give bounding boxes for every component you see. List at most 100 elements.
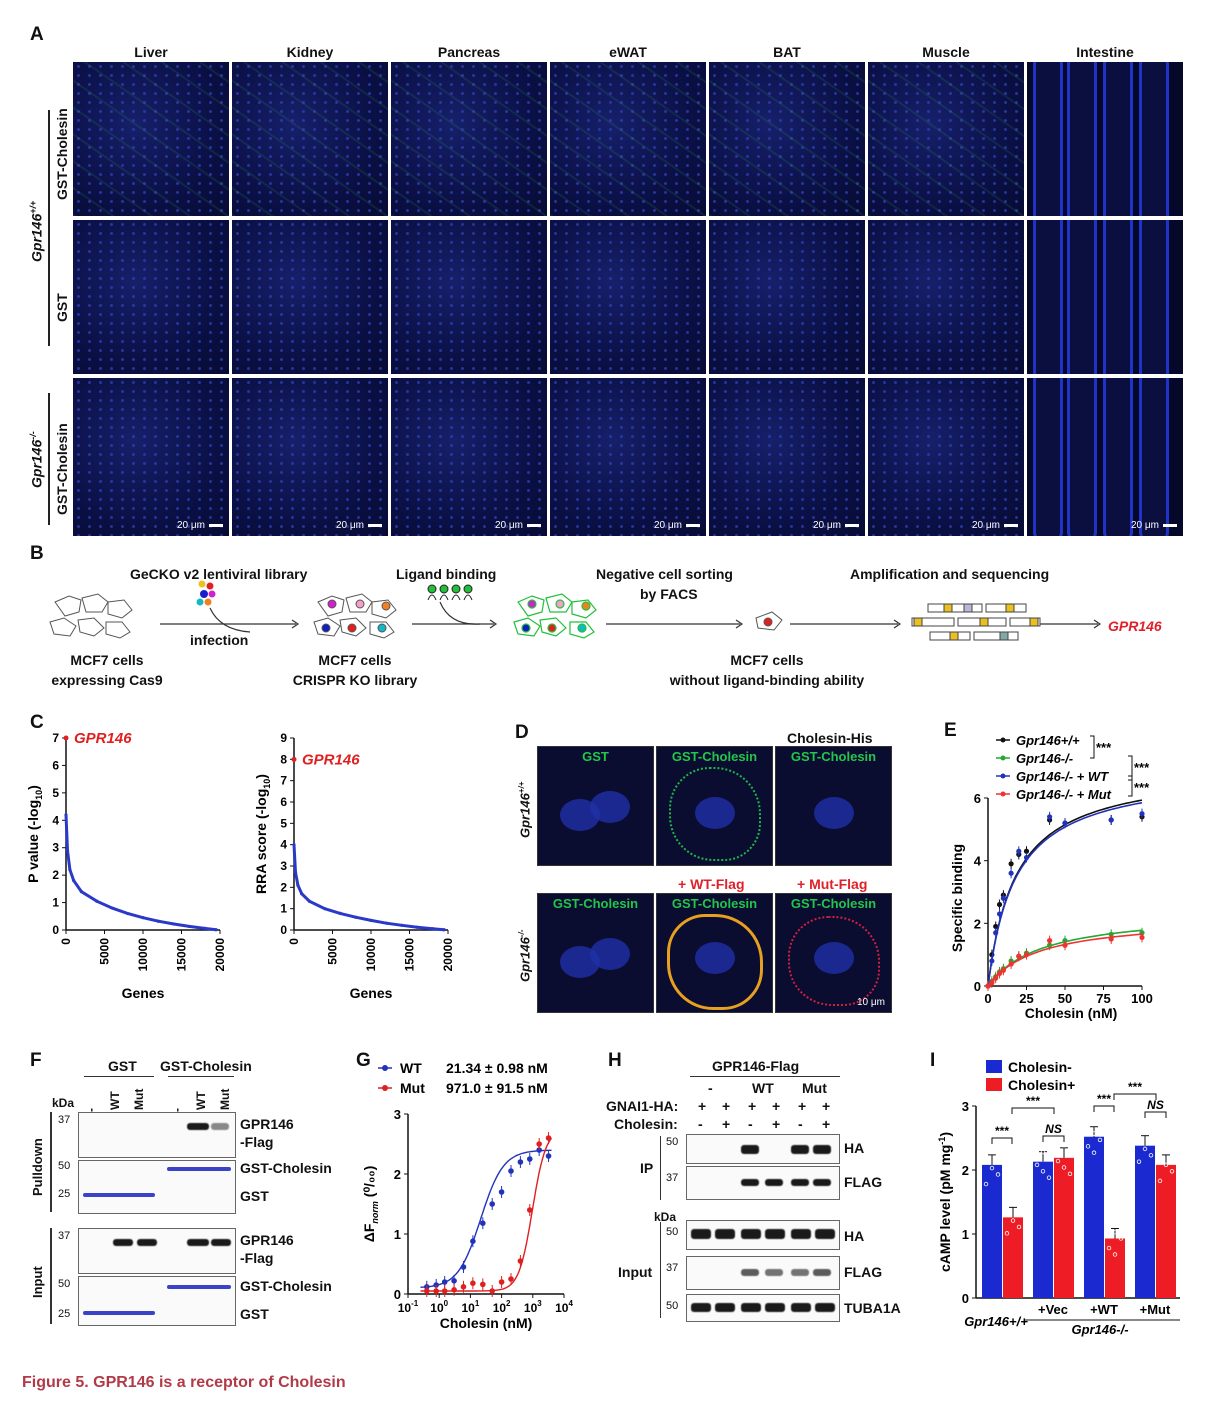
micrograph-tile: 20 μm: [73, 378, 229, 536]
significance-label: NS: [1045, 1122, 1062, 1136]
data-point: [1139, 935, 1144, 940]
y-tick-label: 1: [52, 896, 59, 910]
if-image: GST-Cholesin: [656, 746, 773, 866]
data-point: [215, 928, 218, 931]
nuclei-texture: [232, 378, 388, 536]
replicate-dot: [1170, 1150, 1174, 1154]
data-point: [1062, 943, 1067, 948]
h-group: WT: [752, 1080, 774, 1096]
scale-bar: 20 μm: [336, 520, 382, 531]
y-tick-label: 1: [394, 1227, 401, 1242]
y-tick-label: 2: [394, 1167, 401, 1182]
legend-label: Gpr146-/- + Mut: [1016, 787, 1112, 802]
h-band: FLAG: [844, 1174, 882, 1190]
micrograph-tile: [868, 220, 1024, 374]
data-point: [416, 926, 419, 929]
nuclei-texture: [232, 62, 388, 216]
y-tick-label: 6: [974, 791, 981, 806]
significance-label: ***: [1026, 1094, 1040, 1108]
figure-caption: Figure 5. GPR146 is a receptor of Choles…: [22, 1374, 346, 1392]
legend-marker: [1001, 756, 1006, 761]
data-point: [442, 1288, 448, 1294]
replicate-dot: [1068, 1150, 1072, 1154]
sequencing-reads-icon: [912, 604, 1040, 640]
villus-shape: [1139, 378, 1169, 536]
h-marker: 50: [666, 1226, 678, 1238]
data-point: [172, 922, 175, 925]
chart-g-mst: 012310-1100101102103104Cholesin (nM)ΔFno…: [352, 1050, 586, 1340]
y-tick-label: 7: [52, 731, 59, 745]
significance-label: ***: [1096, 740, 1112, 755]
micrograph-tile: [391, 62, 547, 216]
library-dots-icon: [197, 581, 216, 606]
h-ip: IP: [640, 1160, 653, 1176]
data-point: [546, 1153, 552, 1159]
data-point: [997, 902, 1002, 907]
data-point: [499, 1279, 505, 1285]
bar: [1135, 1146, 1155, 1298]
f-band-flag-in-b: -Flag: [240, 1250, 273, 1266]
data-point: [339, 912, 342, 915]
if-image: GST-Cholesin: [656, 893, 773, 1013]
h-marker: 37: [666, 1262, 678, 1274]
ligand-icon: [428, 585, 472, 600]
legend-label: WT: [400, 1060, 422, 1076]
data-point: [300, 892, 303, 895]
if-image: GST: [537, 746, 654, 866]
panel-a-label: A: [30, 24, 44, 46]
if-image: GST-Cholesin: [537, 893, 654, 1013]
villus-shape: [1067, 220, 1097, 374]
data-point: [1009, 961, 1014, 966]
chart-c-pvalue: 0123456705000100001500020000GenesP value…: [14, 724, 244, 1014]
data-point: [1139, 811, 1144, 816]
h-marker: 50: [666, 1300, 678, 1312]
d-extra-wt: + WT-Flag: [678, 876, 745, 892]
sig-bracket: [1094, 1106, 1114, 1112]
col-title: Intestine: [1027, 44, 1183, 60]
data-point: [1024, 855, 1029, 860]
chart-c-rra: 012345678905000100001500020000GenesRRA s…: [242, 724, 472, 1014]
blot-ip-ha: [686, 1134, 840, 1164]
data-point: [111, 906, 114, 909]
d-extra-top: Cholesin-His: [787, 730, 873, 746]
data-point: [1016, 954, 1021, 959]
significance-label: ***: [1128, 1080, 1142, 1094]
scale-bar: 20 μm: [1131, 520, 1177, 531]
chart-e-binding: 02460255075100Cholesin (nM)Specific bind…: [946, 726, 1216, 1026]
data-point: [508, 1168, 514, 1174]
y-tick-label: 2: [962, 1163, 969, 1178]
data-point: [461, 1264, 467, 1270]
data-point: [64, 813, 67, 816]
h-row-value: -: [798, 1116, 803, 1132]
gene-annotation: GPR146: [74, 730, 132, 747]
bar: [1156, 1165, 1176, 1298]
row-label-gst-cholesin-ko: GST-Cholesin: [54, 423, 70, 515]
row-bracket-wt: [48, 110, 50, 346]
x-tick-label: 20000: [213, 938, 227, 972]
data-point: [141, 916, 144, 919]
h-row-value: +: [822, 1098, 830, 1114]
x-tick-label: 50: [1058, 991, 1072, 1006]
row-label-gst-cholesin: GST-Cholesin: [54, 108, 70, 200]
micrograph-tile: [709, 220, 865, 374]
x-tick-label: 20000: [441, 938, 455, 972]
replicate-dot: [1098, 1116, 1102, 1120]
data-point: [442, 1279, 448, 1285]
y-tick-label: 5: [52, 786, 59, 800]
replicate-dot: [1035, 1144, 1039, 1148]
h-title: GPR146-Flag: [712, 1058, 799, 1074]
y-tick-label: 7: [280, 774, 287, 788]
gene-curve: [294, 845, 444, 930]
legend-label: Cholesin+: [1008, 1077, 1075, 1093]
significance-label: ***: [1134, 780, 1150, 795]
data-point: [470, 1238, 476, 1244]
f-band-gstc: GST-Cholesin: [240, 1160, 332, 1176]
x-tick-label: 104: [555, 1299, 573, 1315]
legend-value: 971.0 ± 91.5 nM: [446, 1080, 548, 1096]
legend-label: Gpr146+/+: [1016, 733, 1080, 748]
data-point: [80, 890, 83, 893]
x-tick-label: 0: [984, 991, 991, 1006]
col-title: Pancreas: [391, 44, 547, 60]
legend-label: Mut: [400, 1080, 425, 1096]
h-group: Mut: [802, 1080, 827, 1096]
